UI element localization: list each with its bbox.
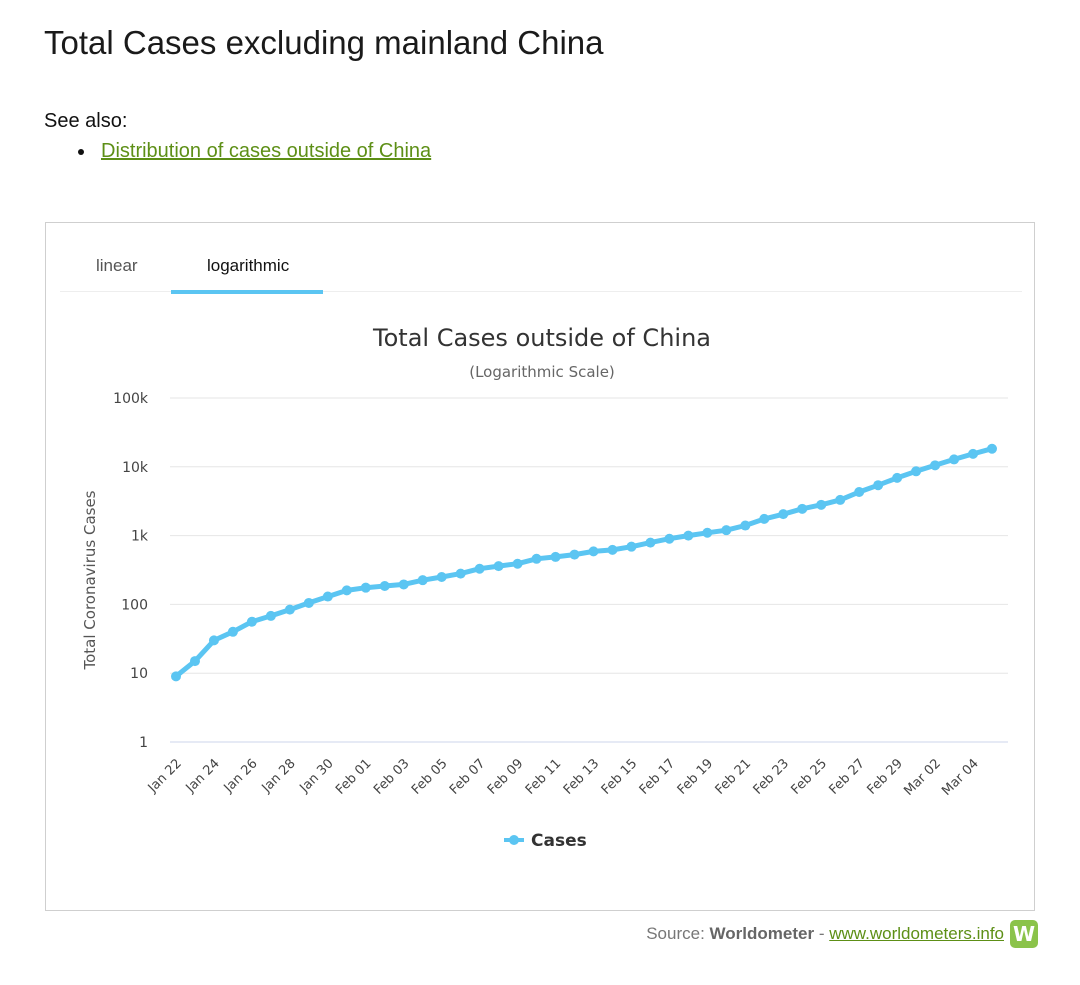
- y-tick-label: 100k: [113, 391, 149, 407]
- tab-linear[interactable]: linear: [96, 256, 138, 275]
- legend-label-cases: Cases: [531, 831, 587, 851]
- data-point: [835, 494, 846, 505]
- x-tick-label: Feb 19: [675, 756, 717, 798]
- data-point: [721, 525, 732, 536]
- worldometer-logo-icon[interactable]: W: [1010, 920, 1038, 948]
- x-tick-label: Feb 07: [447, 756, 489, 798]
- see-also-list: Distribution of cases outside of China: [44, 137, 431, 165]
- x-tick-label: Jan 30: [297, 756, 337, 796]
- data-point: [569, 549, 580, 560]
- data-point: [189, 656, 200, 667]
- data-point: [949, 454, 960, 465]
- source-brand: Worldometer: [709, 924, 815, 943]
- chart-title: Total Cases outside of China: [372, 324, 711, 352]
- data-point: [816, 499, 827, 510]
- chart-tabs: linear logarithmic: [60, 223, 1022, 294]
- data-point: [911, 466, 922, 477]
- x-tick-label: Jan 22: [145, 756, 185, 796]
- x-tick-label: Jan 24: [183, 756, 223, 796]
- data-point: [512, 558, 523, 569]
- data-point: [531, 553, 542, 564]
- data-point: [474, 563, 485, 574]
- legend-swatch-marker: [509, 835, 519, 845]
- data-point: [854, 487, 865, 498]
- x-tick-label: Feb 25: [789, 756, 831, 798]
- data-point: [550, 551, 561, 562]
- data-point: [284, 604, 295, 615]
- x-tick-label: Feb 13: [561, 756, 603, 798]
- data-point: [455, 568, 466, 579]
- y-tick-label: 1: [139, 735, 148, 751]
- data-point: [360, 582, 371, 593]
- data-point: [493, 561, 504, 572]
- x-tick-label: Feb 03: [371, 756, 413, 798]
- x-tick-label: Jan 26: [221, 756, 261, 796]
- data-point: [322, 591, 333, 602]
- data-point: [873, 480, 884, 491]
- data-point: [227, 626, 238, 637]
- x-tick-label: Feb 23: [751, 756, 793, 798]
- data-point: [417, 575, 428, 586]
- series-line-cases: [173, 446, 995, 679]
- data-point: [588, 546, 599, 557]
- data-point: [607, 544, 618, 555]
- data-point: [987, 443, 997, 454]
- data-point: [436, 572, 447, 583]
- x-tick-label: Feb 01: [333, 756, 375, 798]
- x-tick-label: Feb 29: [864, 756, 906, 798]
- x-tick-label: Feb 27: [826, 756, 868, 798]
- chart-subtitle: (Logarithmic Scale): [469, 363, 615, 381]
- source-credit: Source: Worldometer - www.worldometers.i…: [646, 924, 1004, 944]
- list-item: Distribution of cases outside of China: [44, 137, 431, 165]
- data-point: [930, 460, 941, 471]
- x-tick-label: Feb 17: [637, 756, 679, 798]
- data-point: [778, 509, 789, 520]
- tab-logarithmic[interactable]: logarithmic: [207, 256, 290, 275]
- distribution-link[interactable]: Distribution of cases outside of China: [101, 140, 432, 162]
- y-tick-label: 10k: [122, 460, 149, 476]
- y-tick-label: 100: [121, 597, 148, 613]
- y-tick-label: 1k: [131, 529, 149, 545]
- x-tick-label: Jan 28: [259, 756, 299, 796]
- data-point: [702, 527, 713, 538]
- data-point: [797, 503, 808, 514]
- x-tick-label: Feb 11: [523, 756, 565, 798]
- source-prefix: Source:: [646, 924, 705, 943]
- data-point: [645, 537, 656, 548]
- x-tick-label: Feb 21: [713, 756, 755, 798]
- data-point: [171, 671, 181, 682]
- data-point: [892, 472, 903, 483]
- chart-container: linear logarithmic Total Cases outside o…: [45, 222, 1035, 911]
- x-tick-label: Mar 04: [939, 756, 982, 799]
- data-point: [208, 635, 219, 646]
- x-tick-label: Feb 15: [599, 756, 641, 798]
- chart-plot: Total Cases outside of China (Logarithmic…: [81, 324, 1008, 851]
- data-point: [759, 513, 770, 524]
- data-point: [303, 597, 314, 608]
- data-point: [664, 533, 675, 544]
- y-axis-label: Total Coronavirus Cases: [81, 490, 99, 670]
- data-point: [968, 448, 979, 459]
- x-tick-label: Mar 02: [901, 756, 944, 799]
- data-point: [265, 610, 276, 621]
- data-point: [246, 616, 257, 627]
- page-title: Total Cases excluding mainland China: [44, 24, 604, 61]
- x-tick-label: Feb 09: [485, 756, 527, 798]
- x-tick-label: Feb 05: [409, 756, 451, 798]
- data-point: [341, 585, 352, 596]
- source-link[interactable]: www.worldometers.info: [829, 924, 1004, 943]
- data-point: [626, 541, 637, 552]
- see-also-label: See also:: [44, 110, 128, 132]
- data-point: [683, 530, 694, 541]
- data-point: [398, 579, 409, 590]
- y-tick-label: 10: [130, 666, 148, 682]
- data-point: [379, 581, 390, 592]
- active-tab-indicator: [171, 290, 323, 294]
- data-point: [740, 520, 751, 531]
- source-separator: -: [818, 924, 825, 943]
